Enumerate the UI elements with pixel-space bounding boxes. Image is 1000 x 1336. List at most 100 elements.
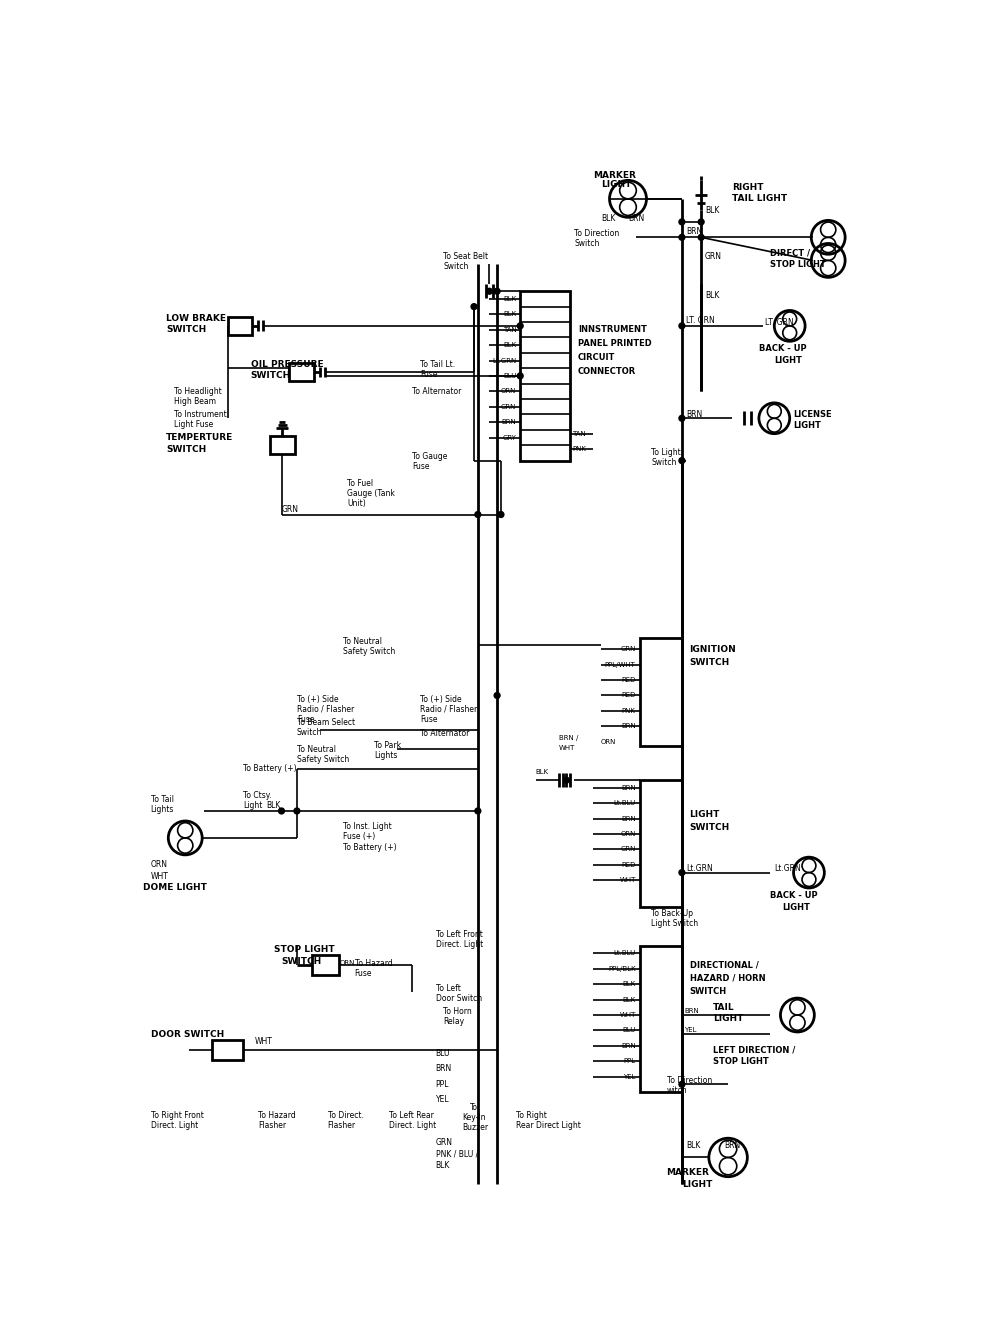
Text: Lt.GRN: Lt.GRN — [774, 864, 801, 874]
Text: To Fuel: To Fuel — [347, 480, 373, 488]
Circle shape — [679, 1081, 685, 1088]
Text: Gauge (Tank: Gauge (Tank — [347, 489, 395, 498]
Text: WHT: WHT — [151, 872, 168, 880]
Text: Lt.GRN: Lt.GRN — [686, 864, 713, 874]
Circle shape — [494, 692, 500, 699]
Text: GRN: GRN — [705, 253, 722, 261]
Text: INNSTRUMENT: INNSTRUMENT — [578, 325, 647, 334]
Text: TEMPERTURE: TEMPERTURE — [166, 433, 233, 442]
Text: BLK: BLK — [686, 1141, 700, 1150]
Text: Light: Light — [243, 802, 262, 810]
Text: Fuse: Fuse — [412, 462, 430, 472]
Text: SWITCH: SWITCH — [166, 445, 206, 453]
Text: PANEL PRINTED: PANEL PRINTED — [578, 339, 652, 349]
Text: BRN: BRN — [621, 723, 636, 729]
Text: Lt.BLU: Lt.BLU — [613, 950, 636, 957]
Text: Fuse: Fuse — [420, 370, 438, 379]
Text: ORN: ORN — [339, 961, 355, 966]
Text: DOME LIGHT: DOME LIGHT — [143, 883, 207, 892]
Text: BRN: BRN — [724, 1141, 741, 1150]
Text: To Left: To Left — [436, 983, 460, 993]
Text: BRN: BRN — [621, 816, 636, 822]
Text: PNK: PNK — [622, 708, 636, 713]
Text: LIGHT: LIGHT — [782, 903, 810, 911]
Text: ORN: ORN — [501, 389, 516, 394]
Text: DIRECT /: DIRECT / — [770, 248, 810, 258]
Text: WHT: WHT — [619, 878, 636, 883]
Text: LT. GRN: LT. GRN — [765, 318, 794, 326]
Text: To Light: To Light — [651, 449, 681, 457]
Text: To Left Rear: To Left Rear — [389, 1110, 434, 1120]
Circle shape — [679, 323, 685, 329]
Circle shape — [475, 808, 481, 814]
Text: To Inst. Light: To Inst. Light — [343, 822, 392, 831]
Text: LICENSE: LICENSE — [794, 410, 832, 420]
Text: To Alternator: To Alternator — [420, 729, 469, 739]
Circle shape — [294, 808, 300, 814]
Text: To Alternator: To Alternator — [412, 387, 462, 395]
Text: To Direction: To Direction — [667, 1075, 712, 1085]
Text: BACK - UP: BACK - UP — [759, 345, 807, 354]
Text: MARKER: MARKER — [667, 1169, 709, 1177]
Text: Rear Direct Light: Rear Direct Light — [516, 1121, 581, 1130]
Text: Direct. Light: Direct. Light — [151, 1121, 198, 1130]
Text: RED: RED — [621, 692, 636, 699]
Text: Flasher: Flasher — [258, 1121, 287, 1130]
Text: BACK - UP: BACK - UP — [770, 891, 818, 900]
Text: LIGHT: LIGHT — [713, 1014, 743, 1023]
Text: RED: RED — [621, 677, 636, 683]
Text: YEL: YEL — [684, 1027, 697, 1034]
Text: SWITCH: SWITCH — [166, 325, 206, 334]
Text: To Park: To Park — [374, 741, 401, 749]
Circle shape — [698, 219, 704, 224]
Text: YEL: YEL — [623, 1074, 636, 1079]
Text: SWITCH: SWITCH — [690, 987, 727, 995]
Text: BRN: BRN — [686, 227, 702, 236]
Text: BRN: BRN — [686, 410, 702, 420]
Text: BLK: BLK — [705, 206, 719, 215]
Text: To Horn: To Horn — [443, 1006, 472, 1015]
Text: PNK / BLU /: PNK / BLU / — [436, 1149, 478, 1158]
Text: Lt.BLU: Lt.BLU — [613, 800, 636, 806]
Text: To Beam Select: To Beam Select — [297, 717, 355, 727]
Text: BRN: BRN — [621, 784, 636, 791]
Text: BLK: BLK — [503, 342, 516, 349]
Circle shape — [279, 808, 284, 814]
Text: PPL/WHT: PPL/WHT — [605, 661, 636, 668]
Text: To Right Front: To Right Front — [151, 1110, 203, 1120]
Text: BRN: BRN — [436, 1065, 452, 1073]
Circle shape — [679, 234, 685, 240]
Text: Door Switch: Door Switch — [436, 994, 482, 1002]
Text: To Neutral: To Neutral — [343, 637, 382, 647]
Circle shape — [498, 512, 504, 517]
Text: witch: witch — [667, 1086, 687, 1096]
Text: LIGHT: LIGHT — [774, 355, 802, 365]
Text: BRN: BRN — [684, 1009, 699, 1014]
Text: PPL/BLK: PPL/BLK — [608, 966, 636, 971]
Text: Key-In: Key-In — [462, 1113, 486, 1122]
Text: ORN: ORN — [151, 860, 168, 870]
Text: Switch: Switch — [443, 262, 469, 271]
Text: BLK: BLK — [436, 1161, 450, 1170]
Text: LIGHT: LIGHT — [682, 1180, 712, 1189]
Text: BRN: BRN — [628, 214, 644, 223]
Text: STOP LIGHT: STOP LIGHT — [770, 259, 826, 269]
Text: Buzzer: Buzzer — [462, 1124, 489, 1132]
Text: Relay: Relay — [443, 1017, 464, 1026]
Text: To (+) Side: To (+) Side — [420, 695, 462, 704]
Text: To Ctsy.: To Ctsy. — [243, 791, 272, 800]
Text: STOP LIGHT: STOP LIGHT — [274, 945, 334, 954]
Circle shape — [517, 373, 523, 379]
Text: To Battery (+): To Battery (+) — [343, 843, 397, 851]
Text: GRN: GRN — [501, 403, 516, 410]
Bar — [212, 1039, 243, 1059]
Circle shape — [563, 778, 569, 783]
Text: BLU: BLU — [622, 1027, 636, 1034]
Text: LOW BRAKE: LOW BRAKE — [166, 314, 226, 323]
Circle shape — [486, 289, 492, 294]
Text: Radio / Flasher: Radio / Flasher — [297, 705, 354, 713]
Bar — [640, 637, 682, 745]
Text: Safety Switch: Safety Switch — [297, 755, 349, 764]
Bar — [270, 436, 295, 454]
Text: Fuse: Fuse — [420, 715, 438, 724]
